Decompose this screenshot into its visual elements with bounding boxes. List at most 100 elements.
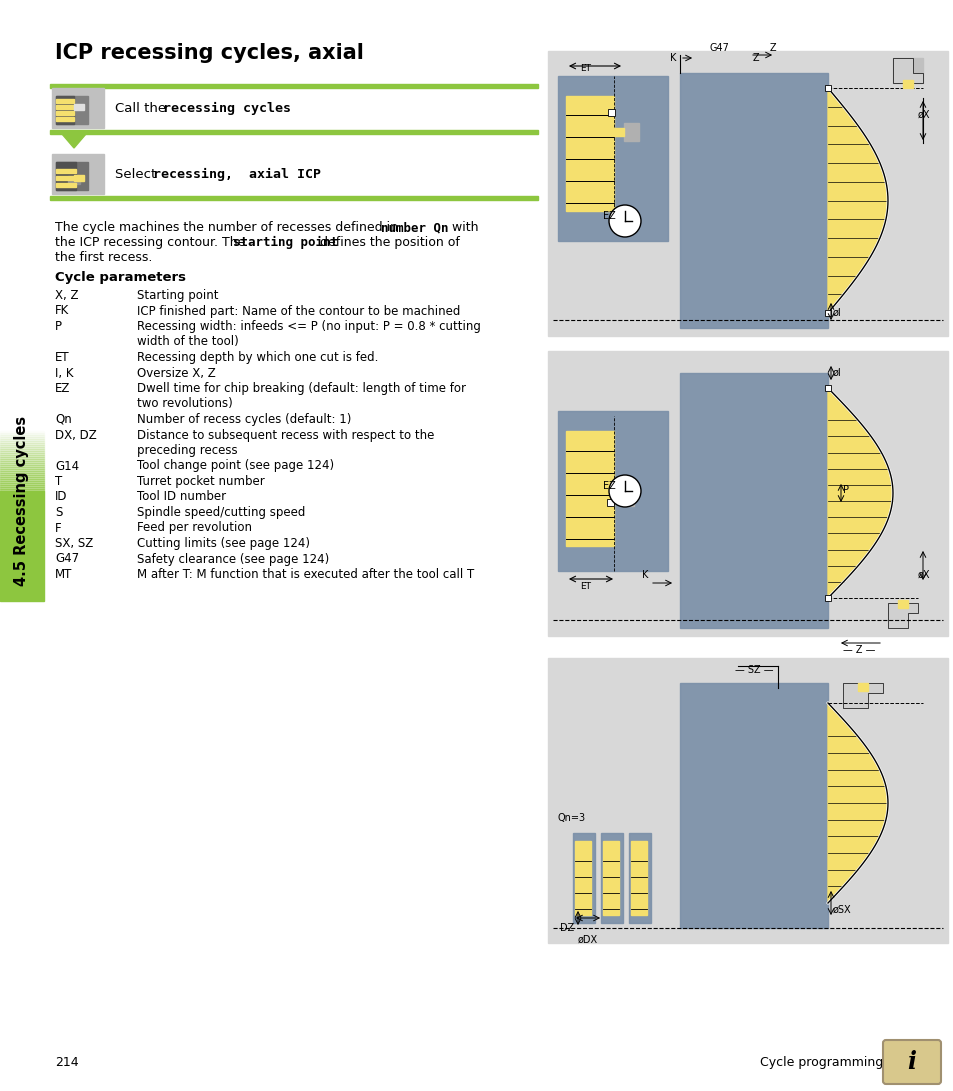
Text: the first recess.: the first recess. [55,251,152,264]
Bar [0,477,44,479]
Text: EZ: EZ [55,382,71,395]
Text: 4.5 Recessing cycles: 4.5 Recessing cycles [14,416,30,586]
Text: Oversize X, Z: Oversize X, Z [137,367,215,380]
Text: Qn=3: Qn=3 [558,813,585,823]
Text: Cycle programming: Cycle programming [760,1056,882,1069]
Text: i: i [906,1050,916,1074]
Bar [0,467,44,469]
Bar [56,105,74,109]
Text: T: T [55,475,62,488]
Text: Z: Z [769,43,776,53]
Bar [0,443,44,445]
Bar [0,459,44,461]
Bar [0,483,44,485]
Bar [892,58,923,83]
Bar [56,117,74,121]
Text: ET: ET [55,351,70,364]
Bar [74,104,84,110]
Bar [56,161,76,190]
Text: Tool ID number: Tool ID number [137,491,226,504]
Bar [619,488,634,506]
FancyBboxPatch shape [882,1040,940,1084]
Text: Recessing depth by which one cut is fed.: Recessing depth by which one cut is fed. [137,351,378,364]
Bar [614,493,623,501]
Polygon shape [892,58,923,83]
Bar [573,834,595,923]
Text: FK: FK [55,304,70,317]
Bar [56,99,74,103]
Bar [0,465,44,467]
Bar [74,175,84,181]
Text: Spindle speed/cutting speed: Spindle speed/cutting speed [137,506,305,519]
Bar [0,481,44,483]
Text: ID: ID [55,491,68,504]
Bar [679,73,827,328]
Bar [628,834,650,923]
Bar [824,385,830,391]
Text: the ICP recessing contour. The: the ICP recessing contour. The [55,236,249,249]
Bar [0,487,44,489]
Text: Z: Z [752,53,759,63]
Bar [565,431,614,546]
Bar [897,600,907,608]
Text: Tool change point (see page 124): Tool change point (see page 124) [137,459,334,472]
Text: ET: ET [579,582,591,591]
Bar [56,161,88,190]
Polygon shape [827,388,892,598]
Bar [0,473,44,475]
Bar [56,96,74,124]
Text: Select: Select [115,168,160,180]
Text: I, K: I, K [55,367,73,380]
Bar [50,196,537,200]
Bar [565,96,614,211]
Text: MT: MT [55,568,72,582]
Polygon shape [62,134,86,148]
Text: recessing cycles: recessing cycles [163,101,291,115]
Bar [558,411,667,571]
Bar [824,85,830,91]
Bar [0,471,44,473]
Bar [0,449,44,451]
Bar [547,658,947,943]
Bar [56,111,74,115]
Text: ET: ET [579,64,591,73]
Text: Feed per revolution: Feed per revolution [137,521,252,535]
Bar [0,437,44,439]
Bar [824,595,830,601]
Bar [602,841,618,915]
Bar [0,447,44,449]
Text: Dwell time for chip breaking (default: length of time for: Dwell time for chip breaking (default: l… [137,382,465,395]
Text: X, Z: X, Z [55,289,78,302]
Bar [68,176,80,184]
Bar [52,154,104,194]
Bar [0,461,44,463]
Text: Cycle parameters: Cycle parameters [55,271,186,284]
Bar [50,84,537,88]
Text: M after T: M function that is executed after the tool call T: M after T: M function that is executed a… [137,568,474,582]
Text: øSX: øSX [832,906,851,915]
Text: Cutting limits (see page 124): Cutting limits (see page 124) [137,537,310,550]
Bar [679,373,827,628]
Text: EZ: EZ [602,481,615,491]
Text: Call the: Call the [115,101,171,115]
Text: G47: G47 [55,552,79,565]
Text: G14: G14 [55,459,79,472]
Text: DX, DZ: DX, DZ [55,429,96,442]
Text: with: with [448,221,478,233]
Polygon shape [887,603,917,628]
Text: The cycle machines the number of recesses defined in: The cycle machines the number of recesse… [55,221,401,233]
Text: SX, SZ: SX, SZ [55,537,93,550]
Bar [902,80,912,88]
Text: G47: G47 [709,43,729,53]
Text: number Qn: number Qn [380,221,448,233]
Text: P: P [842,485,848,495]
Bar [0,455,44,457]
Bar [606,499,614,506]
Bar [56,96,88,124]
Text: øX: øX [917,110,929,120]
Text: ICP finished part: Name of the contour to be machined: ICP finished part: Name of the contour t… [137,304,460,317]
Circle shape [608,475,640,507]
Bar [824,310,830,316]
Text: K: K [669,53,676,63]
Bar [547,351,947,636]
